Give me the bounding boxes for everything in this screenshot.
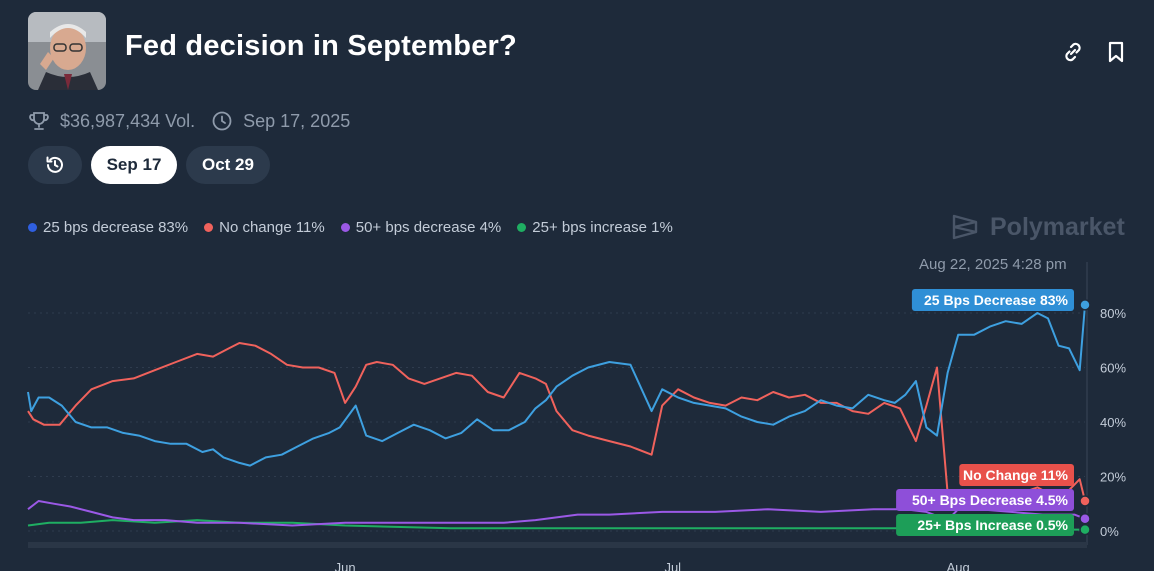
chart-tags: 25 Bps Decrease 83% No Change 11% 50+ Bps … bbox=[896, 289, 1074, 536]
trophy-icon bbox=[29, 112, 49, 130]
series-tag-label: 50+ Bps Decrease 4.5% bbox=[912, 492, 1069, 508]
x-tick-label: Jun bbox=[335, 560, 356, 571]
volume-text: $36,987,434 Vol. bbox=[60, 110, 196, 131]
page-title: Fed decision in September? bbox=[125, 30, 517, 62]
y-tick-label: 80% bbox=[1100, 306, 1126, 321]
series-tag-label: No Change 11% bbox=[963, 467, 1069, 483]
series-tag-box bbox=[896, 489, 1074, 511]
series-end-point bbox=[1079, 299, 1091, 311]
series-end-point bbox=[1079, 495, 1091, 507]
legend-item: 50+ bps decrease 4% bbox=[340, 219, 502, 236]
end-date-text: Sep 17, 2025 bbox=[243, 110, 351, 131]
series-line-25-bps-decrease bbox=[27, 304, 1086, 467]
market-meta: $36,987,434 Vol. Sep 17, 2025 bbox=[28, 108, 350, 134]
history-button[interactable] bbox=[28, 146, 82, 184]
brand-name: Polymarket bbox=[990, 212, 1125, 241]
y-tick-label: 20% bbox=[1100, 470, 1126, 485]
chart-lines bbox=[27, 299, 1091, 536]
series-line-50-bps-decrease bbox=[27, 500, 1086, 527]
series-tag-label: 25 Bps Decrease 83% bbox=[924, 292, 1069, 308]
bookmark-icon[interactable] bbox=[1103, 39, 1129, 65]
series-tag-label: 25+ Bps Increase 0.5% bbox=[917, 517, 1068, 533]
x-tick-label: Aug bbox=[947, 560, 970, 571]
series-line-no-change bbox=[27, 342, 1086, 502]
series-tag-box bbox=[911, 289, 1074, 311]
legend-label: 50+ bps decrease 4% bbox=[355, 219, 502, 236]
legend-item: No change 11% bbox=[204, 219, 325, 236]
polymarket-logo-icon bbox=[952, 214, 978, 240]
legend-label: 25+ bps increase 1% bbox=[532, 219, 673, 236]
legend-item: 25+ bps increase 1% bbox=[517, 219, 673, 236]
tab-oct-29[interactable]: Oct 29 bbox=[186, 146, 270, 184]
legend-label: 25 bps decrease 83% bbox=[43, 219, 189, 236]
y-tick-label: 0% bbox=[1100, 524, 1119, 539]
legend-label: No change 11% bbox=[219, 219, 325, 236]
clock-icon bbox=[212, 111, 232, 131]
series-tag-box bbox=[896, 514, 1074, 536]
legend-item: 25 bps decrease 83% bbox=[28, 219, 188, 236]
polymarket-brand: Polymarket bbox=[950, 212, 1125, 242]
market-avatar bbox=[28, 12, 106, 90]
hover-timestamp: Aug 22, 2025 4:28 pm bbox=[919, 256, 1067, 273]
chart-grid bbox=[28, 312, 1085, 532]
person-photo-icon bbox=[28, 12, 106, 90]
history-icon bbox=[46, 156, 63, 173]
legend-dot bbox=[517, 223, 527, 232]
y-tick-label: 60% bbox=[1100, 361, 1126, 376]
legend-dot bbox=[204, 223, 214, 232]
y-tick-label: 40% bbox=[1100, 415, 1126, 430]
chart-ticks: 0% 20% 40% 60% 80% Jun Jul Aug bbox=[335, 306, 1127, 571]
legend-dot bbox=[340, 223, 350, 232]
series-end-point bbox=[1079, 523, 1091, 536]
tab-sep-17[interactable]: Sep 17 bbox=[91, 146, 177, 184]
x-tick-label: Jul bbox=[664, 560, 681, 571]
chart-legend: 25 bps decrease 83% No change 11% 50+ bp… bbox=[28, 219, 689, 236]
link-icon[interactable] bbox=[1060, 39, 1086, 65]
series-end-point bbox=[1079, 512, 1091, 525]
legend-dot bbox=[28, 223, 37, 232]
series-tag-box bbox=[959, 464, 1074, 486]
